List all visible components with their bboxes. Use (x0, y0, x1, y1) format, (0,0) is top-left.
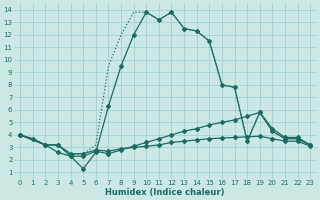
X-axis label: Humidex (Indice chaleur): Humidex (Indice chaleur) (106, 188, 225, 197)
